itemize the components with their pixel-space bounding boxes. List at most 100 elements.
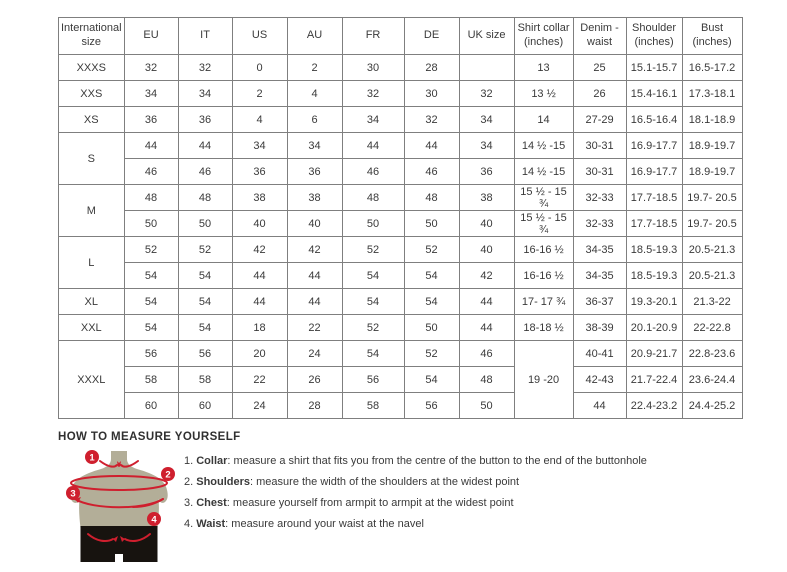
svg-text:2: 2 bbox=[165, 470, 170, 481]
table-cell: 32 bbox=[341, 80, 405, 107]
table-cell: 32 bbox=[177, 54, 233, 81]
table-cell: 54 bbox=[123, 314, 179, 341]
shorts-shape bbox=[80, 526, 158, 562]
table-cell: 21.3-22 bbox=[681, 288, 743, 315]
measure-instruction: 4. Waist: measure around your waist at t… bbox=[184, 518, 424, 531]
table-cell: 54 bbox=[123, 262, 179, 289]
arrowhead bbox=[113, 536, 118, 542]
column-header: US bbox=[231, 17, 288, 55]
table-cell: 17.3-18.1 bbox=[681, 80, 743, 107]
table-cell: 44 bbox=[286, 262, 343, 289]
table-row: XL 54 54 44 44 54 54 44 17- 17 ¾ 36-37 19.3-20.1 21… bbox=[58, 288, 743, 315]
table-cell: 28 bbox=[286, 392, 343, 419]
table-cell: S bbox=[58, 132, 125, 185]
table-cell: 21.7-22.4 bbox=[625, 366, 683, 393]
table-cell: 32-33 bbox=[572, 210, 627, 237]
table-cell: 18.5-19.3 bbox=[625, 236, 683, 263]
table-cell: 23.6-24.4 bbox=[681, 366, 743, 393]
arrowhead bbox=[117, 461, 121, 467]
table-cell: 54 bbox=[177, 288, 233, 315]
table-row: 46 46 36 36 46 46 36 14 ½ -15 30-31 16.9-17.7 18.9… bbox=[59, 158, 743, 185]
svg-text:4: 4 bbox=[151, 515, 157, 526]
table-cell: 44 bbox=[341, 132, 405, 159]
table-cell: 58 bbox=[341, 392, 405, 419]
table-cell bbox=[458, 54, 515, 81]
column-header: Bust (inches) bbox=[681, 17, 743, 55]
table-cell: 34 bbox=[231, 132, 288, 159]
table-cell: 6 bbox=[286, 106, 343, 133]
svg-text:1: 1 bbox=[89, 453, 95, 464]
measure-instruction: 2. Shoulders: measure the width of the s… bbox=[184, 476, 520, 489]
table-row: M 48 48 38 38 48 48 38 15 ½ - 15 ¾ 32-33 17.7-18.5… bbox=[58, 184, 743, 237]
column-header: IT bbox=[177, 17, 233, 55]
table-cell: 52 bbox=[123, 236, 179, 263]
table-row: XXXL 56 56 20 24 54 52 46 19 -20 40-41 20.9-21.7 22… bbox=[58, 340, 743, 419]
column-header: AU bbox=[286, 17, 343, 55]
table-row: 60 60 24 28 58 56 50 44 22.4-23.2 24.4-25.2 bbox=[59, 392, 743, 419]
table-cell: 48 bbox=[123, 184, 179, 211]
table-cell: 17.7-18.5 bbox=[625, 210, 683, 237]
table-cell: 40 bbox=[458, 210, 515, 237]
arrowhead bbox=[120, 536, 125, 542]
table-cell: 32-33 bbox=[572, 184, 627, 211]
table-cell: 58 bbox=[123, 366, 179, 393]
table-cell: 52 bbox=[341, 314, 405, 341]
table-row: 50 50 40 40 50 50 40 15 ½ - 15 ¾ 32-33 17.7-18.5 1… bbox=[59, 210, 743, 237]
table-cell: 18.5-19.3 bbox=[625, 262, 683, 289]
table-cell: 52 bbox=[177, 236, 233, 263]
measure-section: HOW TO MEASURE YOURSELF bbox=[58, 431, 758, 567]
table-cell: 32 bbox=[123, 54, 179, 81]
table-cell: 17.7-18.5 bbox=[625, 184, 683, 211]
waist-measure-line bbox=[87, 533, 114, 543]
table-cell: 44 bbox=[458, 314, 515, 341]
table-cell: XXXS bbox=[58, 54, 125, 81]
table-cell: 34 bbox=[341, 106, 405, 133]
column-header: EU bbox=[123, 17, 179, 55]
table-row: L 52 52 42 42 52 52 40 16-16 ½ 34-35 18.5-19.3 20.5… bbox=[58, 236, 743, 289]
marker-4: 4 bbox=[147, 512, 161, 526]
table-cell: 15.1-15.7 bbox=[625, 54, 683, 81]
measure-instruction: 3. Chest: measure yourself from armpit t… bbox=[184, 497, 514, 510]
table-cell: 14 ½ -15 bbox=[513, 158, 574, 185]
table-cell: 36 bbox=[286, 158, 343, 185]
table-cell: 30 bbox=[341, 54, 405, 81]
table-cell: 40 bbox=[458, 236, 515, 263]
measure-title: HOW TO MEASURE YOURSELF bbox=[58, 431, 241, 443]
table-cell: 14 bbox=[513, 106, 574, 133]
table-cell: 56 bbox=[341, 366, 405, 393]
table-cell: 32 bbox=[403, 106, 460, 133]
table-cell: 25 bbox=[572, 54, 627, 81]
measure-instruction: 1. Collar: measure a shirt that fits you… bbox=[184, 455, 647, 467]
marker-3: 3 bbox=[66, 486, 80, 500]
table-cell: 50 bbox=[403, 210, 460, 237]
table-cell: 27-29 bbox=[572, 106, 627, 133]
table-cell: 50 bbox=[458, 392, 515, 419]
table-cell: 24 bbox=[231, 392, 288, 419]
table-cell: 42 bbox=[286, 236, 343, 263]
table-cell: 19 -20 bbox=[513, 340, 574, 419]
table-cell: 50 bbox=[403, 314, 460, 341]
table-cell: 34-35 bbox=[572, 262, 627, 289]
table-cell: 44 bbox=[572, 392, 627, 419]
table-cell: 50 bbox=[177, 210, 233, 237]
table-cell: 40 bbox=[286, 210, 343, 237]
column-header: Shoulder (inches) bbox=[625, 17, 683, 55]
table-cell: 18 bbox=[231, 314, 288, 341]
table-row: 54 54 44 44 54 54 42 16-16 ½ 34-35 18.5-19.3 20.5-… bbox=[59, 262, 743, 289]
table-cell: 52 bbox=[341, 236, 405, 263]
table-cell: 26 bbox=[572, 80, 627, 107]
table-cell: 15 ½ - 15 ¾ bbox=[513, 184, 574, 211]
table-cell: 24.4-25.2 bbox=[681, 392, 743, 419]
table-cell: 34 bbox=[458, 106, 515, 133]
table-cell: 2 bbox=[231, 80, 288, 107]
table-cell: 20.1-20.9 bbox=[625, 314, 683, 341]
table-cell: 20.5-21.3 bbox=[681, 236, 743, 263]
size-table: International size EU IT US AU FR DE UK size Shi… bbox=[58, 17, 743, 419]
table-cell: 22-22.8 bbox=[681, 314, 743, 341]
table-cell: 34 bbox=[458, 132, 515, 159]
table-cell: XXL bbox=[58, 314, 125, 341]
table-cell: 16-16 ½ bbox=[513, 262, 574, 289]
table-cell: 15 ½ - 15 ¾ bbox=[513, 210, 574, 237]
table-cell: 16.5-17.2 bbox=[681, 54, 743, 81]
table-cell: 18.9-19.7 bbox=[681, 158, 743, 185]
